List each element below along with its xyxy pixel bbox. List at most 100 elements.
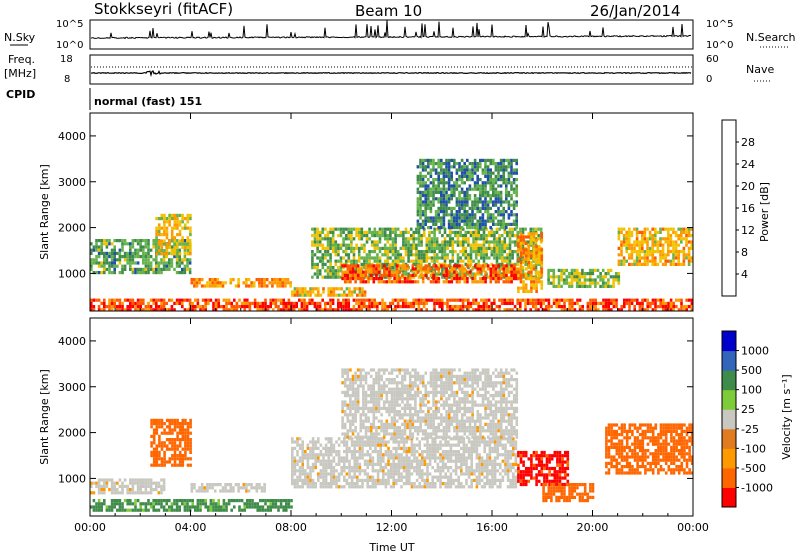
heatmap-cell	[386, 259, 390, 263]
heatmap-cell	[417, 305, 421, 309]
heatmap-cell	[136, 308, 140, 312]
heatmap-cell	[285, 502, 288, 506]
heatmap-cell	[450, 165, 453, 169]
heatmap-cell	[229, 486, 233, 490]
heatmap-cell	[322, 287, 325, 291]
heatmap-cell	[329, 266, 332, 270]
heatmap-cell	[489, 194, 492, 198]
heatmap-cell	[401, 280, 404, 284]
heatmap-cell	[150, 450, 153, 454]
heatmap-cell	[512, 187, 516, 191]
heatmap-cell	[401, 264, 404, 268]
heatmap-cell	[482, 305, 486, 309]
heatmap-cell	[195, 281, 199, 285]
heatmap-cell	[535, 254, 538, 258]
heatmap-cell	[118, 261, 122, 265]
heatmap-cell	[358, 290, 362, 294]
heatmap-cell	[260, 281, 264, 285]
heatmap-cell	[442, 168, 446, 172]
heatmap-cell	[537, 237, 540, 241]
heatmap-cell	[259, 499, 262, 503]
colorbar-frame	[721, 119, 737, 297]
heatmap-cell	[118, 491, 122, 495]
heatmap-cell	[517, 248, 520, 252]
heatmap-cell	[400, 453, 403, 457]
heatmap-cell	[163, 213, 166, 217]
heatmap-cell	[661, 246, 665, 250]
heatmap-cell	[430, 250, 434, 254]
heatmap-cell	[324, 450, 328, 454]
heatmap-cell	[209, 508, 213, 512]
heatmap-cell	[339, 259, 343, 263]
heatmap-cell	[129, 502, 132, 506]
heatmap-cell	[526, 272, 530, 276]
heatmap-cell	[389, 469, 393, 473]
heatmap-cell	[147, 271, 150, 275]
heatmap-cell	[163, 233, 166, 237]
heatmap-cell	[440, 197, 443, 201]
heatmap-cell	[620, 305, 623, 309]
heatmap-cell	[446, 240, 449, 244]
heatmap-cell	[654, 230, 657, 234]
heatmap-cell	[386, 305, 389, 309]
heatmap-cell	[437, 184, 440, 188]
heatmap-cell	[453, 213, 456, 217]
heatmap-cell	[286, 281, 290, 285]
heatmap-cell	[484, 187, 487, 191]
heatmap-cell	[186, 447, 190, 451]
heatmap-cell	[391, 237, 395, 241]
heatmap-cell	[90, 484, 93, 488]
heatmap-cell	[384, 478, 388, 482]
heatmap-cell	[493, 246, 496, 250]
heatmap-cell	[395, 277, 399, 281]
heatmap-cell	[147, 305, 150, 309]
heatmap-cell	[330, 446, 333, 450]
heatmap-cell	[175, 499, 179, 503]
heatmap-cell	[498, 305, 501, 309]
heatmap-cell	[121, 248, 124, 252]
heatmap-cell	[298, 446, 302, 450]
heatmap-cell	[97, 261, 101, 265]
heatmap-cell	[539, 305, 543, 309]
heatmap-cell	[100, 484, 103, 488]
heatmap-cell	[170, 261, 174, 265]
heatmap-cell	[389, 230, 392, 234]
heatmap-cell	[347, 234, 351, 238]
heatmap-cell	[374, 478, 377, 482]
heatmap-cell	[147, 491, 150, 495]
heatmap-cell	[344, 237, 348, 241]
heatmap-cell	[277, 499, 280, 503]
heatmap-cell	[160, 217, 164, 221]
heatmap-cell	[147, 264, 150, 268]
heatmap-cell	[505, 222, 508, 226]
heatmap-cell	[382, 443, 385, 447]
heatmap-cell	[515, 190, 518, 194]
heatmap-cell	[319, 485, 323, 489]
heatmap-cell	[674, 262, 678, 266]
heatmap-cell	[442, 273, 446, 277]
heatmap-cell	[110, 298, 114, 302]
heatmap-cell	[369, 277, 373, 281]
heatmap-cell	[547, 278, 550, 282]
heatmap-cell	[512, 273, 516, 277]
heatmap-cell	[256, 305, 259, 309]
heatmap-cell	[480, 305, 483, 309]
heatmap-cell	[484, 226, 487, 230]
heatmap-cell	[149, 505, 153, 509]
heatmap-cell	[443, 301, 447, 305]
heatmap-cell	[144, 255, 148, 259]
heatmap-cell	[175, 255, 179, 259]
heatmap-cell	[476, 184, 479, 188]
heatmap-cell	[669, 259, 673, 263]
heatmap-cell	[435, 246, 439, 250]
heatmap-cell	[451, 246, 455, 250]
heatmap-cell	[427, 200, 430, 204]
heatmap-cell	[547, 308, 551, 312]
heatmap-cell	[460, 270, 464, 274]
heatmap-cell	[92, 298, 96, 302]
heatmap-cell	[507, 200, 511, 204]
heatmap-cell	[419, 200, 422, 204]
heatmap-cell	[306, 456, 310, 460]
heatmap-cell	[332, 446, 336, 450]
heatmap-cell	[494, 197, 498, 201]
